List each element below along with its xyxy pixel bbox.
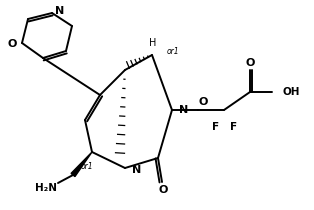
Text: F: F bbox=[230, 122, 238, 132]
Text: OH: OH bbox=[283, 87, 300, 97]
Text: H: H bbox=[149, 38, 157, 48]
Text: O: O bbox=[8, 39, 17, 49]
Text: N: N bbox=[132, 165, 141, 175]
Text: O: O bbox=[158, 185, 168, 195]
Text: H₂N: H₂N bbox=[35, 183, 57, 193]
Text: O: O bbox=[245, 58, 255, 68]
Text: O: O bbox=[198, 97, 208, 107]
Text: N: N bbox=[55, 6, 64, 16]
Text: or1: or1 bbox=[81, 161, 93, 171]
Text: or1: or1 bbox=[167, 46, 180, 55]
Polygon shape bbox=[71, 152, 92, 177]
Text: N: N bbox=[179, 105, 188, 115]
Text: F: F bbox=[213, 122, 219, 132]
